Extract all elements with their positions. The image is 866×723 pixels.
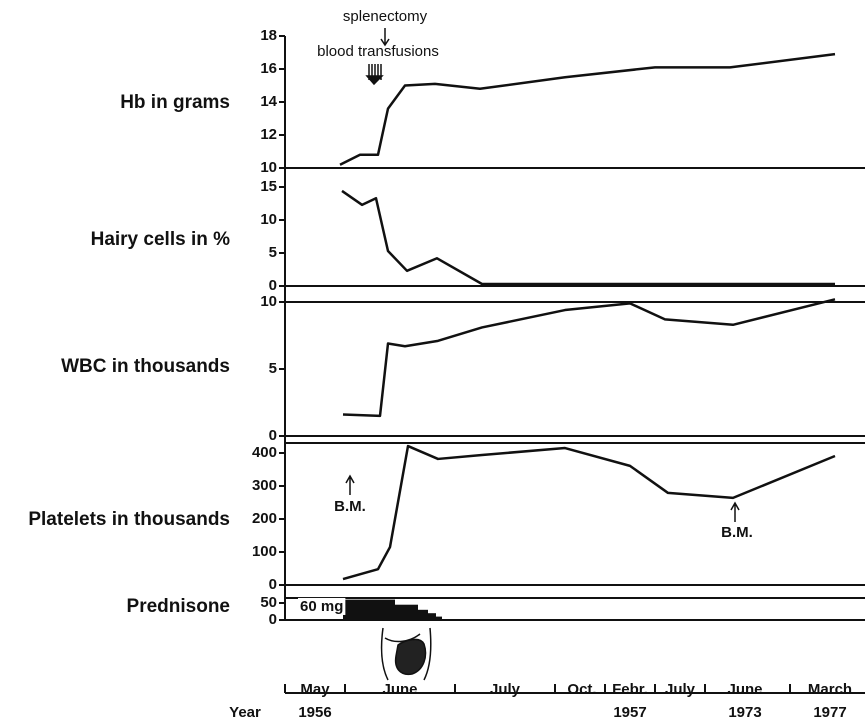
x-month-label: July [665,681,696,698]
annotation: B.M. [334,498,366,515]
x-year-label: 1977 [813,704,846,721]
bar [418,609,428,620]
spleen-icon [380,627,432,681]
y-axis-label: WBC in thousands [61,356,230,377]
y-tick-label: 18 [260,27,277,44]
x-month-label: June [727,681,762,698]
y-tick-label: 100 [252,543,277,560]
transfusion-arrows [345,28,740,522]
dose-label: 60 mg [300,598,343,615]
bar [428,613,436,620]
y-tick-label: 0 [269,611,277,628]
y-tick-label: 12 [260,126,277,143]
x-month-label: May [300,681,330,698]
y-tick-label: 10 [260,211,277,228]
y-tick-label: 300 [252,477,277,494]
x-year-label: 1957 [613,704,646,721]
year-label: Year [229,704,261,721]
x-month-label: June [382,681,417,698]
y-axis-label: Prednisone [127,596,230,617]
data-line [342,444,836,581]
y-tick-label: 200 [252,510,277,527]
x-month-label: Febr. [612,681,648,698]
x-month-label: July [490,681,521,698]
y-tick-label: 10 [260,159,277,176]
y-tick-label: 5 [269,244,277,261]
y-tick-label: 5 [269,360,277,377]
x-year-label: 1973 [728,704,761,721]
y-tick-label: 10 [260,293,277,310]
dose-label-bg [298,597,346,615]
y-tick-label: 15 [260,178,277,195]
annotation: B.M. [721,524,753,541]
y-tick-label: 14 [260,93,277,110]
y-tick-label: 0 [269,277,277,294]
y-axis-label: Hairy cells in % [91,229,231,250]
y-tick-label: 0 [269,576,277,593]
x-month-label: March [808,681,852,698]
y-tick-label: 400 [252,444,277,461]
y-tick-label: 16 [260,60,277,77]
annotation: splenectomy [343,8,428,25]
x-month-label: Oct. [567,681,596,698]
annotation: blood transfusions [317,43,439,60]
y-axis-label: Hb in grams [120,92,230,113]
bar [343,599,395,620]
frame [284,36,865,694]
x-year-label: 1956 [298,704,331,721]
y-axis-label: Platelets in thousands [28,509,230,530]
data-line [339,52,836,166]
y-tick-label: 50 [260,594,277,611]
data-line [341,189,835,286]
bar [395,604,418,620]
data-line [342,298,836,418]
y-tick-label: 0 [269,427,277,444]
bar [436,616,442,620]
